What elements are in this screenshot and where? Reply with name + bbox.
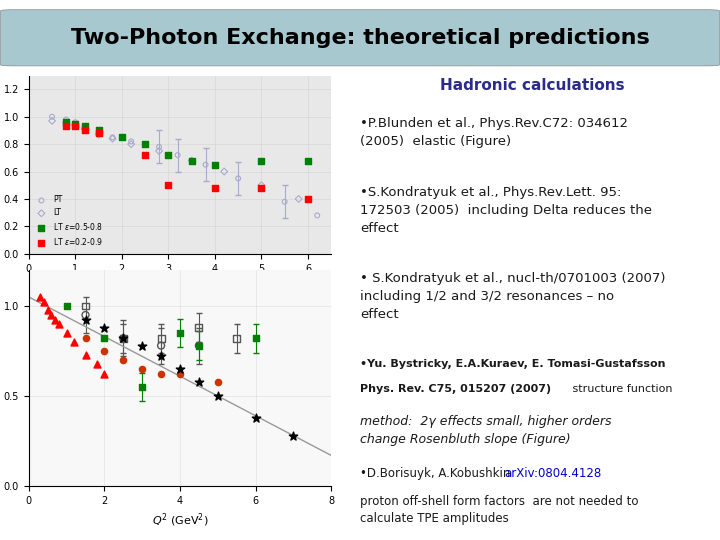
LT $\varepsilon$=0.2-0.9 — [79, 126, 91, 135]
Point — [99, 347, 110, 355]
Point — [193, 341, 204, 350]
Text: arXiv:0804.4128: arXiv:0804.4128 — [504, 467, 601, 480]
PT — [200, 160, 212, 169]
PT — [153, 143, 165, 151]
Point — [287, 431, 300, 440]
LT $\varepsilon$=0.5-0.8 — [60, 118, 72, 126]
Point — [46, 310, 57, 319]
PT — [46, 112, 58, 121]
PT — [279, 198, 290, 206]
Point — [136, 341, 148, 350]
LT $\varepsilon$=0.5-0.8 — [70, 119, 81, 128]
Point — [250, 334, 261, 343]
LT — [256, 181, 267, 190]
Point — [80, 302, 91, 310]
Point — [174, 370, 186, 379]
Point — [117, 356, 129, 364]
Point — [212, 392, 224, 400]
Text: method:  2γ effects small, higher orders
change Rosenbluth slope (Figure): method: 2γ effects small, higher orders … — [360, 415, 611, 446]
Point — [156, 341, 167, 350]
Text: structure function: structure function — [569, 384, 672, 395]
Point — [193, 377, 204, 386]
LT — [70, 120, 81, 129]
LT — [153, 147, 165, 156]
Text: •S.Kondratyuk et al., Phys.Rev.Lett. 95:
172503 (2005)  including Delta reduces : •S.Kondratyuk et al., Phys.Rev.Lett. 95:… — [360, 186, 652, 235]
Text: • S.Kondratyuk et al., nucl-th/0701003 (2007)
including 1/2 and 3/2 resonances –: • S.Kondratyuk et al., nucl-th/0701003 (… — [360, 272, 665, 321]
Text: Hadronic calculations: Hadronic calculations — [441, 78, 625, 93]
LT — [186, 156, 197, 165]
Point — [136, 364, 148, 373]
PT — [107, 133, 118, 141]
Point — [80, 310, 91, 319]
LT $\varepsilon$=0.5-0.8 — [209, 160, 220, 169]
Point — [50, 316, 61, 325]
LT — [107, 134, 118, 143]
LT $\varepsilon$=0.5-0.8 — [140, 140, 151, 149]
LT — [60, 118, 72, 126]
Point — [60, 329, 72, 338]
LT $\varepsilon$=0.2-0.9 — [140, 151, 151, 159]
LT — [125, 140, 137, 149]
Point — [60, 302, 72, 310]
Point — [99, 370, 110, 379]
Point — [80, 350, 91, 359]
Point — [231, 334, 243, 343]
LT $\varepsilon$=0.2-0.9 — [70, 122, 81, 131]
LT $\varepsilon$=0.2-0.9 — [256, 184, 267, 192]
Point — [174, 364, 186, 373]
LT $\varepsilon$=0.5-0.8 — [302, 156, 314, 165]
Point — [156, 352, 167, 361]
Point — [136, 383, 148, 391]
Legend: PT, LT, LT $\varepsilon$=0.5-0.8, LT $\varepsilon$=0.2-0.9: PT, LT, LT $\varepsilon$=0.5-0.8, LT $\v… — [32, 192, 107, 250]
PT — [125, 137, 137, 146]
LT $\varepsilon$=0.2-0.9 — [302, 194, 314, 203]
Point — [193, 341, 204, 350]
LT $\varepsilon$=0.5-0.8 — [93, 126, 104, 135]
X-axis label: $Q^2\ (\mathrm{GeV}^2)$: $Q^2\ (\mathrm{GeV}^2)$ — [152, 279, 208, 296]
LT — [93, 130, 104, 139]
Text: •D.Borisuyk, A.Kobushkin: •D.Borisuyk, A.Kobushkin — [360, 467, 518, 480]
Point — [193, 323, 204, 332]
LT $\varepsilon$=0.2-0.9 — [163, 181, 174, 190]
LT $\varepsilon$=0.2-0.9 — [93, 129, 104, 138]
PT — [233, 174, 244, 183]
Point — [99, 334, 110, 343]
Point — [174, 329, 186, 338]
FancyBboxPatch shape — [1, 10, 719, 66]
PT — [93, 129, 104, 138]
Text: •Yu. Bystricky, E.A.Kuraev, E. Tomasi-Gustafsson: •Yu. Bystricky, E.A.Kuraev, E. Tomasi-Gu… — [360, 359, 665, 369]
PT — [70, 118, 81, 126]
PT — [172, 151, 184, 159]
LT $\varepsilon$=0.5-0.8 — [79, 122, 91, 131]
Text: Phys. Rev. C75, 015207 (2007): Phys. Rev. C75, 015207 (2007) — [360, 384, 551, 395]
PT — [60, 115, 72, 124]
LT $\varepsilon$=0.5-0.8 — [116, 133, 127, 141]
Point — [68, 338, 80, 346]
Text: Two-Photon Exchange: theoretical predictions: Two-Photon Exchange: theoretical predict… — [71, 28, 649, 48]
Point — [156, 334, 167, 343]
LT $\varepsilon$=0.2-0.9 — [60, 122, 72, 131]
PT — [312, 211, 323, 220]
Point — [250, 413, 261, 422]
Point — [80, 316, 91, 325]
Point — [53, 320, 65, 328]
Point — [99, 323, 110, 332]
Text: proton off-shell form factors  are not needed to
calculate TPE amplitudes: proton off-shell form factors are not ne… — [360, 495, 639, 525]
Point — [117, 334, 129, 343]
LT $\varepsilon$=0.5-0.8 — [163, 151, 174, 159]
LT — [293, 194, 305, 203]
Point — [156, 370, 167, 379]
LT $\varepsilon$=0.2-0.9 — [209, 184, 220, 192]
LT — [46, 117, 58, 125]
Point — [212, 377, 224, 386]
X-axis label: $Q^2\ (\mathrm{GeV}^2)$: $Q^2\ (\mathrm{GeV}^2)$ — [152, 511, 208, 529]
Point — [80, 334, 91, 343]
Point — [38, 298, 50, 307]
Point — [117, 334, 129, 343]
LT $\varepsilon$=0.5-0.8 — [186, 156, 197, 165]
LT — [79, 125, 91, 133]
Point — [42, 305, 53, 314]
PT — [79, 123, 91, 132]
Text: •P.Blunden et al., Phys.Rev.C72: 034612
(2005)  elastic (Figure): •P.Blunden et al., Phys.Rev.C72: 034612 … — [360, 117, 628, 147]
Point — [35, 293, 46, 301]
